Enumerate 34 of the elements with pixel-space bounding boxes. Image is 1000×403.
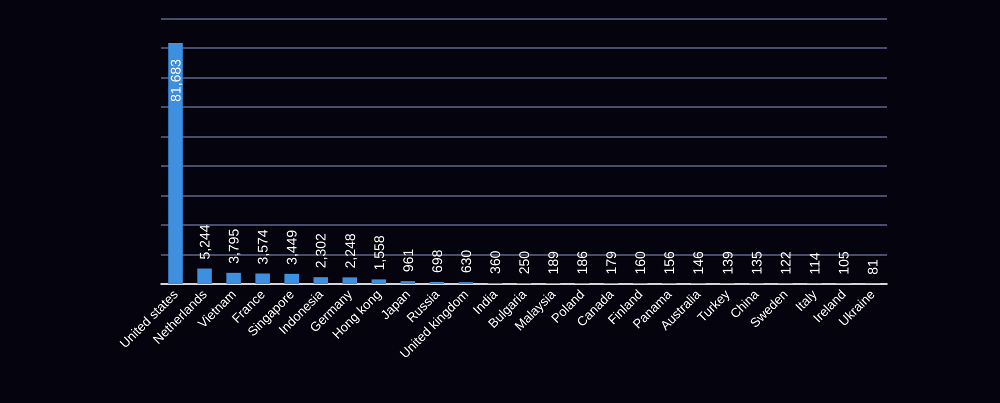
data-label: 122 xyxy=(777,251,794,275)
data-label: 3,574 xyxy=(254,229,271,264)
data-label: 961 xyxy=(400,248,416,272)
data-label: 105 xyxy=(835,251,852,275)
data-label: 1,558 xyxy=(370,235,387,270)
data-label: 114 xyxy=(806,252,822,275)
data-label: 3,449 xyxy=(284,230,300,265)
data-label: 250 xyxy=(516,250,532,274)
data-label: 2,248 xyxy=(342,233,358,268)
data-label: 186 xyxy=(574,250,590,274)
data-label: 630 xyxy=(458,250,474,274)
bar xyxy=(168,43,183,284)
data-label: 5,244 xyxy=(196,224,213,260)
data-label: 189 xyxy=(545,250,562,274)
bar xyxy=(400,281,416,284)
bar xyxy=(284,274,299,284)
bar xyxy=(342,277,358,284)
bar xyxy=(226,272,241,284)
data-label: 146 xyxy=(690,250,706,275)
data-label: 698 xyxy=(428,249,445,273)
bar xyxy=(372,279,386,284)
data-label: 139 xyxy=(719,251,736,275)
data-label: 360 xyxy=(486,250,503,274)
bar xyxy=(313,277,328,284)
data-label: 81 xyxy=(864,258,880,275)
data-label: 156 xyxy=(661,250,678,275)
data-label: 179 xyxy=(603,250,620,274)
data-label: 2,302 xyxy=(312,232,329,268)
bar xyxy=(197,268,212,284)
data-label: 81,683 xyxy=(168,58,184,102)
data-label: 160 xyxy=(632,250,648,275)
bar xyxy=(255,273,270,284)
data-label: 3,795 xyxy=(226,228,242,264)
data-label: 135 xyxy=(748,251,764,275)
